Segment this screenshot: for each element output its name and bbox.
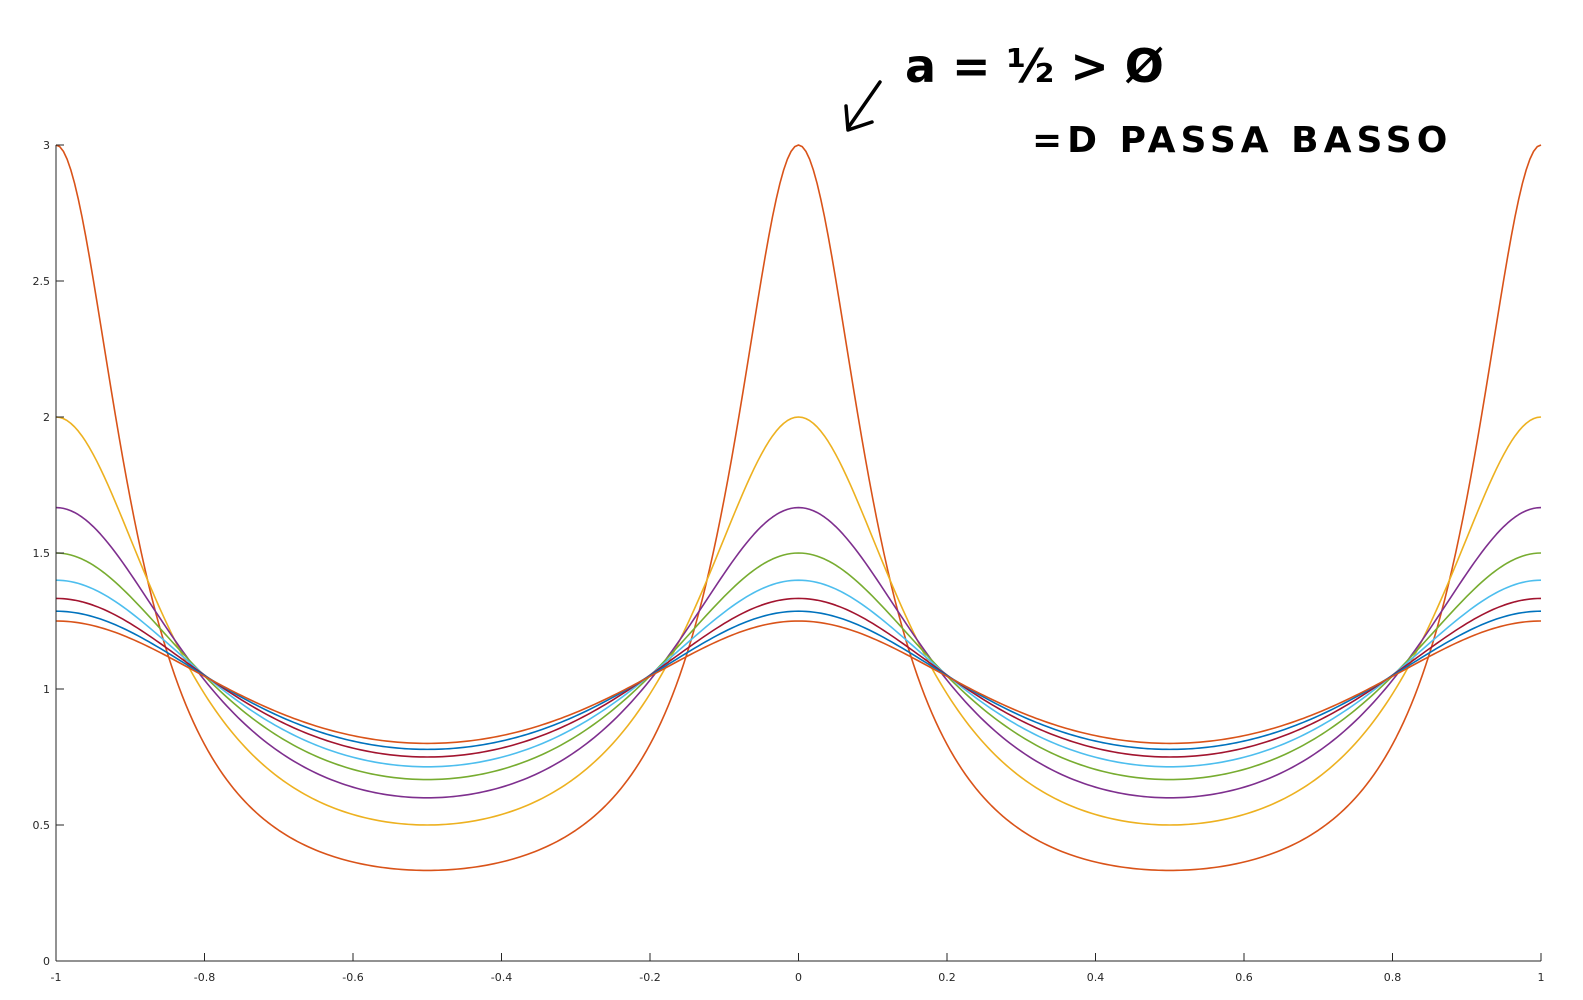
ticks: -1 -0.8 -0.6 -0.4 -0.2 0 0.2 0.4 0.6 0.8 1 0 0.5 1 1.5… (33, 139, 1545, 984)
x-tick-label: 0.6 (1235, 971, 1253, 984)
y-tick-label: 3 (43, 139, 50, 152)
y-tick-label: 0.5 (33, 819, 51, 832)
x-tick-label: -0.8 (194, 971, 215, 984)
x-tick-label: -0.2 (639, 971, 660, 984)
annotation-line2: =D PASSA BASSO (1032, 120, 1452, 161)
y-tick-label: 1 (43, 683, 50, 696)
x-tick-label: -0.6 (342, 971, 363, 984)
annotation-arrowhead (844, 104, 874, 132)
series-layer (55, 144, 1542, 872)
y-tick-label: 2.5 (33, 275, 51, 288)
series-line-7 (55, 610, 1542, 751)
x-tick-label: 0.8 (1384, 971, 1402, 984)
series-line-3 (55, 506, 1542, 799)
series-line-6 (55, 597, 1542, 758)
x-tick-label: 0.4 (1087, 971, 1105, 984)
y-tick-label: 0 (43, 955, 50, 968)
series-line-1 (55, 144, 1542, 872)
series-line-2 (55, 416, 1542, 826)
x-tick-label: 1 (1538, 971, 1545, 984)
y-tick-label: 1.5 (33, 547, 51, 560)
handwritten-annotation: a = ½ > Ø =D PASSA BASSO (844, 39, 1452, 161)
x-tick-label: -1 (51, 971, 62, 984)
annotation-line1: a = ½ > Ø (905, 39, 1164, 93)
x-tick-label: 0 (795, 971, 802, 984)
x-tick-label: -0.4 (491, 971, 512, 984)
annotation-arrow-icon (846, 80, 882, 130)
y-tick-label: 2 (43, 411, 50, 424)
series-line-4 (55, 552, 1542, 781)
series-line-8 (55, 620, 1542, 745)
series-line-5 (55, 579, 1542, 768)
x-tick-label: 0.2 (938, 971, 956, 984)
